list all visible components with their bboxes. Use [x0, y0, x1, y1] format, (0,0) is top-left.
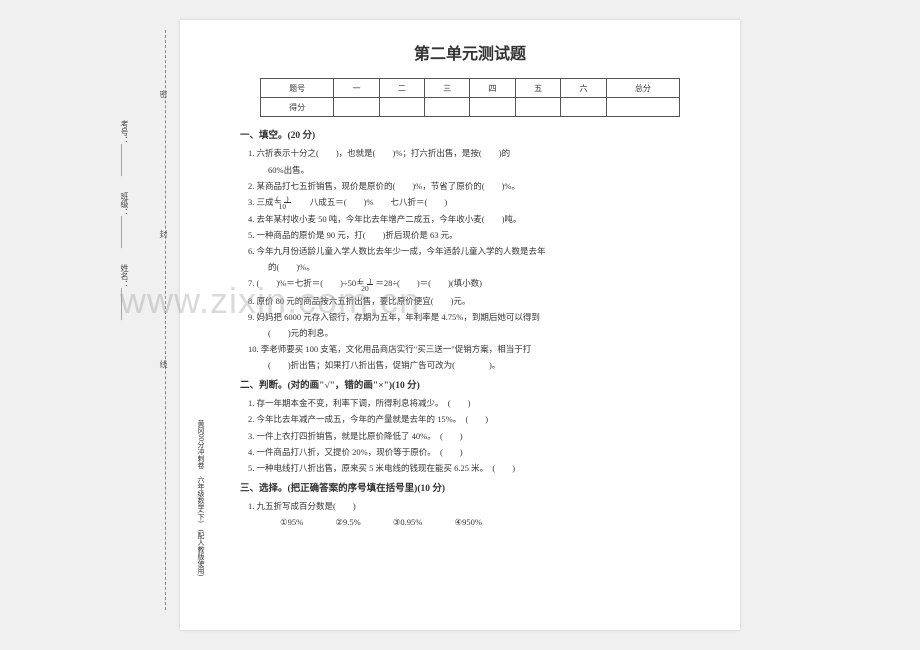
section-1-head: 一、填空。(20 分): [240, 127, 700, 145]
s3-q1: 1. 九五折写成百分数是( ): [240, 498, 700, 514]
s3-q1-options: ①95% ②9.5% ③0.95% ④950%: [240, 514, 700, 530]
score-cell: [334, 98, 379, 117]
fraction-2: ( )20: [367, 277, 374, 293]
score-header-cell: 一: [334, 79, 379, 98]
score-header-cell: 四: [470, 79, 515, 98]
score-header-cell: 总分: [606, 79, 679, 98]
score-header-cell: 六: [561, 79, 606, 98]
q8: 8. 原价 80 元的商品按六五折出售，要比原价便宜( )元。: [240, 293, 700, 309]
score-header-cell: 三: [425, 79, 470, 98]
q7-part-a: 7. ( )%＝七折＝( )÷50＝: [248, 278, 365, 288]
q6-line1: 6. 今年九月份适龄儿童入学人数比去年少一成，今年适龄儿童入学的人数是去年: [240, 243, 700, 259]
s2-q1-text: 1. 存一年期本金不变，利率下调，所得利息将减少。: [248, 398, 439, 408]
s2-q5: 5. 一种电线打八折出售，原来买 5 米电线的钱现在能买 6.25 米。 ( ): [240, 460, 700, 476]
q5: 5. 一种商品的原价是 90 元，打( )折后现价是 63 元。: [240, 227, 700, 243]
binding-dashed-line: [165, 30, 166, 610]
q1-line2: 60%出售。: [240, 162, 700, 178]
binding-label-mi: 密: [158, 90, 169, 104]
option-c: ③0.95%: [393, 517, 423, 527]
binding-label-xian: 线: [158, 360, 169, 374]
s2-q2: 2. 今年比去年减产一成五，今年的产量就是去年的 15%。 ( ): [240, 411, 700, 427]
q9-line1: 9. 妈妈把 6000 元存入银行，存期为五年，年利率是 4.75%，到期后她可…: [240, 309, 700, 325]
score-header-cell: 题号: [261, 79, 334, 98]
binding-label-feng: 封: [158, 230, 169, 244]
score-cell: [470, 98, 515, 117]
table-row: 得分: [261, 98, 680, 117]
frac-den: 20: [367, 285, 374, 293]
exam-page: 第二单元测试题 题号 一 二 三 四 五 六 总分 得分 一、填空。(20 分)…: [180, 20, 740, 630]
q3-part-b: 八成五＝( )% 七八折＝( ): [293, 197, 447, 207]
s2-q2-text: 2. 今年比去年减产一成五，今年的产量就是去年的 15%。: [248, 414, 457, 424]
q10-line1: 10. 李老师要买 100 支笔，文化用品商店实行"买三送一"促销方案，相当于打: [240, 341, 700, 357]
score-cell: [379, 98, 424, 117]
q2: 2. 某商品打七五折销售，现价是原价的( )%，节省了原价的( )%。: [240, 178, 700, 194]
q4: 4. 去年某村收小麦 50 吨，今年比去年增产二成五，今年收小麦( )吨。: [240, 211, 700, 227]
footer-vertical-text: 黄冈00分冲刺卷 六年级数学(下) (配人教版使用): [196, 420, 206, 620]
binding-zone: 密 封 线: [150, 30, 170, 610]
frac-den: 10: [284, 203, 291, 211]
q10-line2: ( )折出售；如果打八折出售，促销广告可改为( )。: [240, 357, 700, 373]
s2-q1: 1. 存一年期本金不变，利率下调，所得利息将减少。 ( ): [240, 395, 700, 411]
option-d: ④950%: [454, 517, 481, 527]
page-title: 第二单元测试题: [240, 40, 700, 70]
option-b: ②9.5%: [335, 517, 360, 527]
s2-q4-text: 4. 一件商品打八折，又提价 20%，现价等于原价。: [248, 447, 431, 457]
section-2-head: 二、判断。(对的画"√"，错的画"×")(10 分): [240, 377, 700, 395]
score-header-cell: 五: [515, 79, 560, 98]
q7-part-b: ＝28÷( )＝( )(填小数): [375, 278, 482, 288]
s2-q3-text: 3. 一件上衣打四折销售，就是比原价降低了 40%。: [248, 431, 431, 441]
table-row: 题号 一 二 三 四 五 六 总分: [261, 79, 680, 98]
s2-q4: 4. 一件商品打八折，又提价 20%，现价等于原价。 ( ): [240, 444, 700, 460]
score-cell: [425, 98, 470, 117]
s2-q5-text: 5. 一种电线打八折出售，原来买 5 米电线的钱现在能买 6.25 米。: [248, 463, 484, 473]
q1-line1: 1. 六折表示十分之( )，也就是( )%；打六折出售，是按( )的: [240, 145, 700, 161]
student-info-vertical: 考号：________ 班级：________ 姓名：________: [110, 120, 130, 600]
score-cell: [606, 98, 679, 117]
q6-line2: 的( )%。: [240, 259, 700, 275]
s2-q3: 3. 一件上衣打四折销售，就是比原价降低了 40%。 ( ): [240, 428, 700, 444]
section-3-head: 三、选择。(把正确答案的序号填在括号里)(10 分): [240, 480, 700, 498]
q7: 7. ( )%＝七折＝( )÷50＝ ( )20 ＝28÷( )＝( )(填小数…: [240, 275, 700, 292]
option-a: ①95%: [280, 517, 303, 527]
score-cell: [515, 98, 560, 117]
score-cell: [561, 98, 606, 117]
score-table: 题号 一 二 三 四 五 六 总分 得分: [260, 78, 680, 117]
fraction-1: ( )10: [284, 195, 291, 211]
q3: 3. 三成＝ ( )10 八成五＝( )% 七八折＝( ): [240, 194, 700, 211]
score-row-label: 得分: [261, 98, 334, 117]
score-header-cell: 二: [379, 79, 424, 98]
q9-line2: ( )元的利息。: [240, 325, 700, 341]
